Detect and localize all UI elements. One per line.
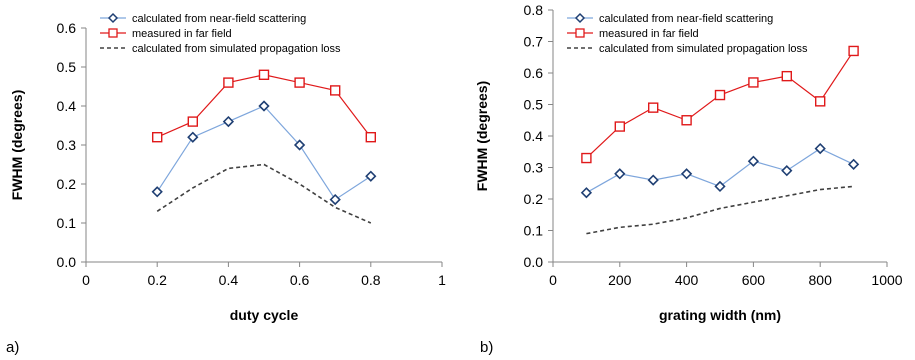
data-point-diamond — [747, 155, 760, 167]
data-point-diamond — [258, 100, 270, 112]
y-tick-label: 0.2 — [524, 191, 544, 207]
y-tick-label: 0.5 — [57, 59, 77, 75]
legend-label: calculated from simulated propagation lo… — [132, 43, 341, 55]
legend-label: calculated from near-field scattering — [599, 13, 773, 25]
data-point-square — [581, 152, 592, 164]
y-tick-label: 0.1 — [524, 223, 544, 239]
y-axis-title: FWHM (degrees) — [9, 90, 25, 200]
data-point-square — [258, 69, 270, 81]
data-point-square — [815, 96, 826, 107]
y-tick-label: 0.2 — [57, 176, 77, 192]
y-tick-label: 0.0 — [57, 254, 77, 270]
legend-marker-diamond — [574, 12, 586, 24]
x-tick-label: 0.6 — [290, 272, 310, 288]
data-point-diamond — [781, 165, 793, 177]
legend-marker-square — [108, 28, 118, 38]
data-point-square — [294, 77, 305, 88]
x-tick-label: 0 — [82, 272, 90, 288]
data-point-square — [614, 121, 625, 132]
data-point-square — [681, 115, 692, 126]
data-point-diamond — [365, 170, 377, 182]
series-line-none — [156, 163, 372, 224]
x-tick-label: 200 — [608, 272, 632, 288]
data-point-diamond — [680, 168, 693, 180]
y-tick-label: 0.0 — [524, 254, 544, 270]
data-point-square — [714, 89, 726, 101]
data-point-diamond — [647, 174, 659, 186]
y-axis-title: FWHM (degrees) — [474, 81, 490, 191]
data-point-square — [748, 77, 759, 88]
x-tick-label: 800 — [809, 272, 833, 288]
series-line-square — [585, 50, 855, 159]
data-point-diamond — [151, 186, 163, 198]
legend-marker-diamond — [107, 12, 119, 24]
data-point-square — [151, 131, 163, 143]
chart-a: 0.0 0.1 0.2 0.3 0.4 0.5 0.6 0 0.2 0.4 0.6 0.8 1 duty … — [6, 12, 446, 356]
data-point-diamond — [814, 142, 826, 155]
x-tick-label: 1000 — [871, 272, 902, 288]
x-tick-label: 0 — [549, 272, 557, 288]
y-tick-label: 0.6 — [524, 65, 544, 81]
x-tick-label: 600 — [742, 272, 766, 288]
legend-marker-square — [575, 28, 585, 38]
y-tick-label: 0.4 — [57, 98, 77, 114]
series-line-none — [586, 185, 854, 235]
data-point-square — [648, 102, 659, 113]
data-point-square — [781, 70, 792, 82]
data-point-square — [223, 77, 234, 88]
y-tick-label: 0.6 — [57, 20, 77, 36]
data-point-diamond — [222, 115, 235, 128]
legend-label: measured in far field — [132, 28, 232, 40]
data-point-square — [365, 131, 376, 143]
data-point-diamond — [847, 158, 860, 170]
panel-label: b) — [480, 339, 493, 356]
x-tick-label: 0.8 — [361, 272, 381, 288]
y-tick-label: 0.5 — [524, 97, 544, 113]
legend-label: measured in far field — [599, 28, 699, 40]
x-axis-title: duty cycle — [230, 307, 299, 323]
y-tick-label: 0.3 — [57, 137, 77, 153]
data-point-diamond — [580, 187, 593, 199]
x-tick-label: 1 — [438, 272, 446, 288]
y-tick-label: 0.8 — [524, 2, 544, 18]
y-tick-label: 0.3 — [524, 160, 544, 176]
data-point-square — [187, 116, 199, 127]
x-tick-label: 0.2 — [147, 272, 167, 288]
legend-label: calculated from simulated propagation lo… — [599, 43, 808, 55]
data-point-square — [330, 85, 341, 96]
data-point-diamond — [329, 193, 341, 206]
data-point-diamond — [714, 180, 726, 193]
data-point-square — [848, 45, 859, 57]
x-tick-label: 400 — [675, 272, 699, 288]
panel-label: a) — [6, 339, 19, 356]
y-tick-label: 0.7 — [524, 34, 544, 50]
y-tick-label: 0.4 — [524, 128, 544, 144]
y-tick-label: 0.1 — [57, 215, 77, 231]
data-point-diamond — [187, 131, 199, 143]
data-point-diamond — [614, 168, 626, 180]
x-axis-title: grating width (nm) — [659, 307, 781, 323]
x-tick-label: 0.4 — [219, 272, 239, 288]
chart-b: 0.0 0.1 0.2 0.3 0.4 0.5 0.6 0.7 0.8 0 200 400 600 800… — [474, 2, 903, 356]
data-point-diamond — [293, 139, 306, 151]
legend-label: calculated from near-field scattering — [132, 13, 306, 25]
